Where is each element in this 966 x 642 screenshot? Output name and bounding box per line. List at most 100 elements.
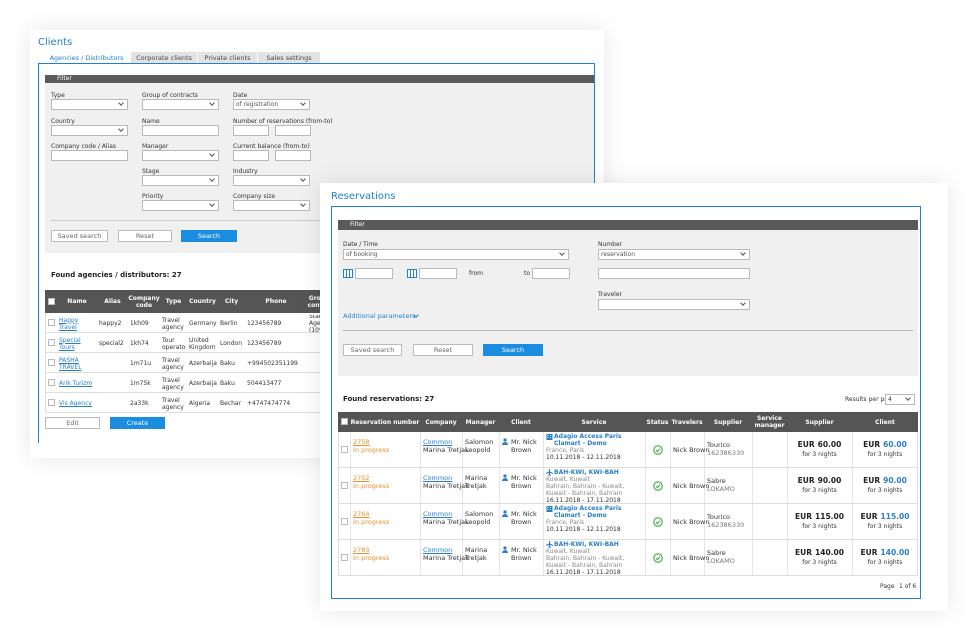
range-label: from <box>469 270 483 277</box>
price-nights: for 3 nights <box>802 487 837 494</box>
cell[interactable]: Vis Agency <box>59 400 92 407</box>
text-input[interactable] <box>142 125 219 136</box>
select[interactable] <box>885 394 915 405</box>
button[interactable]: Search <box>181 230 237 242</box>
row-checkbox[interactable] <box>48 319 55 326</box>
button[interactable]: Search <box>483 344 543 356</box>
cell[interactable]: Special Tours <box>59 336 81 351</box>
field-label: Company code / Alias <box>51 143 116 150</box>
service-detail: 16.11.2018 - 17.11.2018 <box>546 497 621 504</box>
row-checkbox[interactable] <box>341 518 348 525</box>
select[interactable] <box>233 200 310 211</box>
select[interactable] <box>598 249 750 260</box>
price-amount: 140.00 <box>880 548 910 557</box>
cell-border <box>645 540 646 576</box>
cell-border <box>787 504 788 540</box>
service-name[interactable]: Adagio Access Paris Clamart - Demo <box>554 505 622 519</box>
travelers: Nick Brown <box>673 518 710 526</box>
reservation-number[interactable]: 2758 <box>353 438 370 446</box>
select[interactable] <box>142 150 219 161</box>
cell: Baku <box>220 360 235 367</box>
select[interactable] <box>598 299 750 310</box>
company-person: Marina Tretjak <box>423 518 469 526</box>
select[interactable] <box>233 99 310 110</box>
price-currency: EUR <box>863 440 881 449</box>
cell[interactable]: Happy Travel <box>59 316 79 331</box>
cell: London <box>220 340 242 347</box>
price-nights: for 3 nights <box>802 523 837 530</box>
cell-border <box>704 432 705 468</box>
reservation-number[interactable]: 2764 <box>353 510 370 518</box>
window-title: Reservations <box>331 191 396 202</box>
client-name: Mr. Nick Brown <box>511 438 537 454</box>
price-nights: for 3 nights <box>867 451 903 458</box>
status-icon <box>653 481 663 491</box>
company-person: Marina Tretjak <box>423 482 469 490</box>
cell: Tour operator <box>162 336 186 351</box>
reservation-number[interactable]: 2783 <box>353 546 370 554</box>
company-link[interactable]: Common <box>423 546 453 554</box>
calendar-icon[interactable] <box>407 269 417 278</box>
text-input[interactable] <box>233 150 269 161</box>
text-input[interactable] <box>532 268 570 279</box>
company-link[interactable]: Common <box>423 510 453 518</box>
select[interactable] <box>142 99 219 110</box>
button[interactable]: Saved search <box>51 230 108 242</box>
additional-link[interactable]: Additional parameters <box>343 312 416 320</box>
reservation-number[interactable]: 2752 <box>353 474 370 482</box>
service-icon <box>546 469 554 477</box>
price-amount: 60.00 <box>883 440 907 449</box>
button[interactable]: Reset <box>413 344 473 356</box>
table-row <box>45 373 340 393</box>
price-nights: for 3 nights <box>802 559 837 566</box>
text-input[interactable] <box>51 150 128 161</box>
button[interactable]: Reset <box>118 230 172 242</box>
row-checkbox[interactable] <box>341 482 348 489</box>
select[interactable] <box>233 175 310 186</box>
select[interactable] <box>142 175 219 186</box>
price: EUR 140.00 <box>787 548 852 558</box>
text-input[interactable] <box>419 268 457 279</box>
row-checkbox[interactable] <box>341 446 348 453</box>
select[interactable] <box>51 125 128 136</box>
text-input[interactable] <box>275 150 311 161</box>
row-checkbox[interactable] <box>48 379 55 386</box>
row-checkbox[interactable] <box>48 399 55 406</box>
button[interactable]: Edit <box>45 417 100 429</box>
company-link[interactable]: Common <box>423 474 453 482</box>
text-input[interactable] <box>355 268 393 279</box>
column-header: Service manager <box>752 412 787 432</box>
service-detail: 10.11.2018 - 12.11.2018 <box>546 454 621 461</box>
text-input[interactable] <box>275 125 311 136</box>
reservation-state: In progress <box>353 482 390 490</box>
cell[interactable]: Arik Turizm <box>59 380 93 387</box>
cell: Berlin <box>220 320 238 327</box>
cell: 123456789 <box>247 340 282 347</box>
price-amount: 60.00 <box>817 440 842 449</box>
service-name[interactable]: BAH-KWI, KWI-BAH <box>554 469 619 476</box>
button[interactable]: Create <box>110 417 165 429</box>
select-value: of registration <box>236 101 279 108</box>
row-checkbox[interactable] <box>48 339 55 346</box>
service-name[interactable]: BAH-KWI, KWI-BAH <box>554 541 619 548</box>
client-icon <box>502 510 509 517</box>
select[interactable] <box>343 249 569 260</box>
select[interactable] <box>142 200 219 211</box>
row-checkbox[interactable] <box>341 554 348 561</box>
service-name[interactable]: Adagio Access Paris Clamart - Demo <box>554 433 622 447</box>
text-input[interactable] <box>233 125 269 136</box>
tab[interactable]: Private clients <box>197 52 257 64</box>
row-checkbox[interactable] <box>48 359 55 366</box>
field-label: Stage <box>142 168 160 175</box>
cell[interactable]: PASHA TRAVEL <box>59 356 82 371</box>
tab[interactable]: Corporate clients <box>130 52 197 64</box>
calendar-icon[interactable] <box>343 269 353 278</box>
company-link[interactable]: Common <box>423 438 453 446</box>
select[interactable] <box>51 99 128 110</box>
price-currency: EUR <box>860 548 878 557</box>
service-icon <box>546 505 554 513</box>
tab[interactable]: Sales settings <box>257 52 320 64</box>
filter-bar <box>338 220 918 230</box>
button[interactable]: Saved search <box>343 344 402 356</box>
text-input[interactable] <box>598 268 750 279</box>
